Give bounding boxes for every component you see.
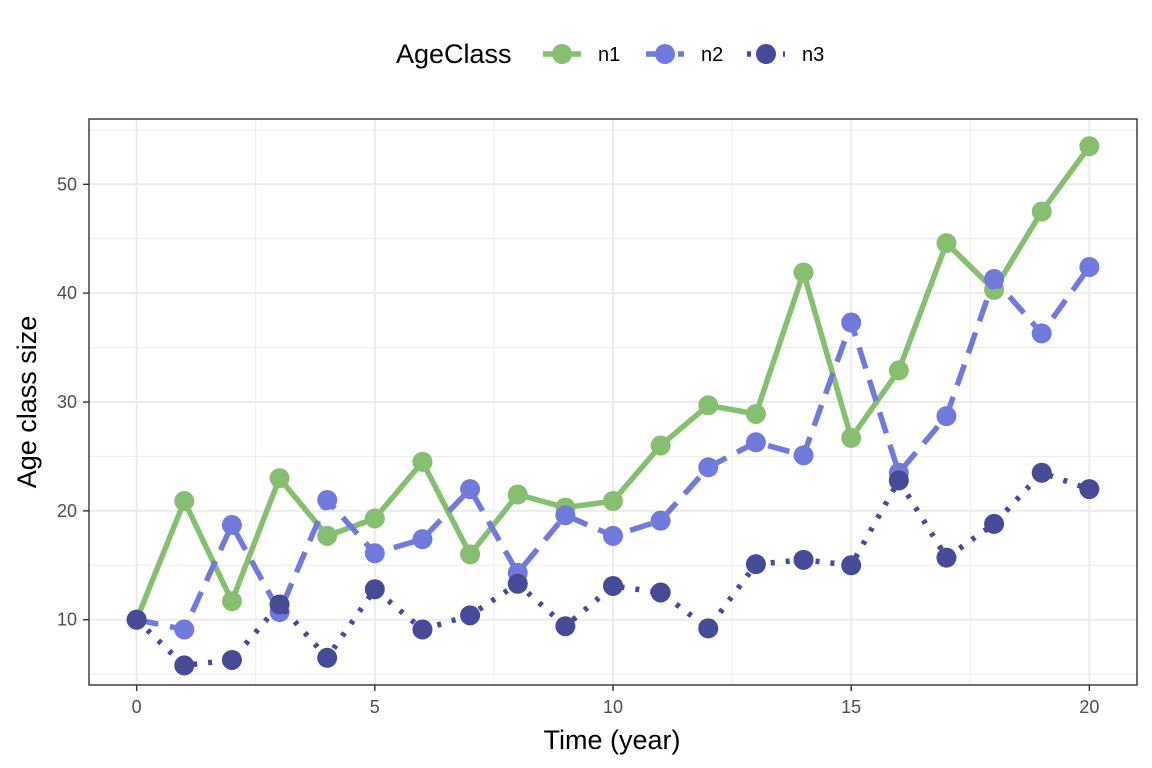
data-point-n2 (1031, 323, 1052, 344)
data-point-n2 (412, 529, 433, 550)
data-point-n1 (603, 491, 623, 512)
data-point-n3 (745, 554, 766, 575)
data-point-n2 (221, 514, 242, 535)
legend-item-n2: n2 (646, 44, 723, 66)
legend-label: n3 (802, 44, 824, 66)
data-point-n3 (841, 555, 862, 576)
legend-item-n3: n3 (747, 44, 824, 66)
series-line-n3 (134, 470, 1091, 669)
data-point-n1 (888, 360, 909, 381)
legend-label: n2 (701, 44, 723, 66)
x-axis: 0 5 10 15 20 (132, 685, 1099, 717)
data-point-n2 (793, 445, 814, 466)
y-tick-label: 40 (57, 283, 77, 303)
x-axis-title: Time (year) (543, 725, 680, 755)
data-point-n3 (793, 549, 814, 570)
x-tick-label: 5 (370, 697, 380, 717)
x-tick-label: 0 (132, 697, 142, 717)
data-point-n3 (460, 605, 481, 626)
data-point-n3 (364, 579, 385, 600)
data-point-n1 (269, 468, 290, 489)
data-point-n1 (936, 233, 957, 254)
data-point-n2 (603, 525, 623, 546)
data-point-n3 (317, 647, 338, 668)
data-point-n1 (364, 508, 385, 529)
y-axis-title: Age class size (12, 316, 42, 489)
series-n3 (126, 462, 1100, 676)
legend-items: n1 n2 n3 (543, 44, 824, 66)
data-point-n2 (460, 479, 481, 500)
data-point-n3 (984, 513, 1005, 534)
data-point-n3 (555, 616, 576, 637)
data-point-n2 (984, 269, 1005, 290)
data-point-n3 (936, 547, 957, 568)
data-point-n3 (507, 573, 528, 594)
data-point-n1 (1031, 201, 1052, 222)
legend: AgeClass (396, 39, 512, 69)
data-point-n3 (269, 594, 290, 615)
y-tick-label: 50 (57, 174, 77, 194)
data-point-n2 (1079, 257, 1100, 278)
data-point-n2 (936, 406, 957, 427)
legend-key-point (655, 44, 675, 64)
data-point-n2 (698, 457, 719, 478)
data-point-n1 (841, 427, 862, 448)
data-point-n2 (364, 543, 385, 564)
legend-key-point (552, 44, 572, 64)
data-point-n2 (555, 505, 576, 526)
data-point-n1 (507, 484, 528, 505)
legend-key-point (756, 44, 776, 64)
legend-label: n1 (598, 44, 620, 66)
data-point-n1 (221, 591, 242, 612)
data-point-n1 (174, 491, 195, 512)
data-point-n1 (793, 262, 814, 283)
series-layer (126, 136, 1100, 676)
y-axis: 10 20 30 40 50 (57, 174, 89, 630)
x-tick-label: 15 (841, 697, 861, 717)
data-point-n3 (174, 655, 195, 676)
data-point-n1 (650, 435, 671, 456)
data-point-n2 (650, 510, 671, 531)
series-n1 (126, 136, 1100, 630)
data-point-n3 (221, 649, 242, 670)
data-point-n3 (603, 575, 623, 596)
data-point-n2 (174, 619, 195, 640)
data-point-n1 (460, 544, 481, 565)
data-point-n3 (650, 582, 671, 603)
data-point-n2 (317, 489, 338, 510)
data-point-n3 (698, 618, 719, 639)
data-point-n3 (1031, 462, 1052, 483)
y-tick-label: 30 (57, 392, 77, 412)
data-point-n1 (317, 525, 338, 546)
y-tick-label: 10 (57, 610, 77, 630)
data-point-n3 (888, 470, 909, 491)
data-point-n1 (698, 395, 719, 416)
data-point-n1 (745, 403, 766, 424)
legend-title: AgeClass (396, 39, 512, 69)
series-n2 (126, 257, 1100, 640)
legend-item-n1: n1 (543, 44, 620, 66)
data-point-n1 (1079, 136, 1100, 157)
data-point-n1 (412, 451, 433, 472)
data-point-n2 (745, 432, 766, 453)
x-tick-label: 20 (1079, 697, 1099, 717)
data-point-n3 (126, 609, 147, 630)
data-point-n3 (1079, 479, 1100, 500)
y-tick-label: 20 (57, 501, 77, 521)
data-point-n2 (841, 312, 862, 333)
x-tick-label: 10 (603, 697, 623, 717)
data-point-n3 (412, 619, 433, 640)
